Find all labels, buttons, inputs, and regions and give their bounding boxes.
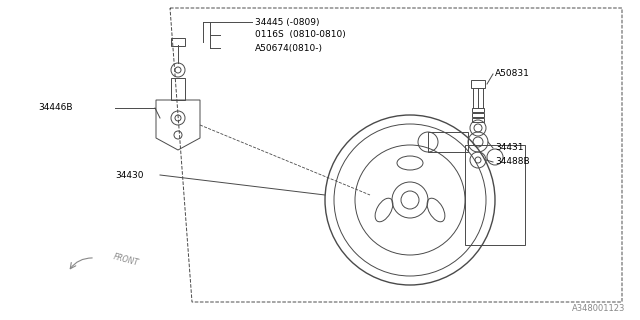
Text: A50831: A50831 [495, 69, 530, 78]
Bar [472, 113, 484, 117]
Bar [472, 108, 484, 112]
Text: 34445 (-0809): 34445 (-0809) [255, 18, 319, 27]
Text: 34430: 34430 [115, 171, 143, 180]
Bar [171, 38, 185, 46]
Bar [472, 118, 484, 122]
Bar [171, 78, 185, 100]
Text: FRONT: FRONT [112, 252, 140, 268]
Text: A348001123: A348001123 [572, 304, 625, 313]
Bar [428, 132, 468, 152]
Text: 34488B: 34488B [495, 157, 530, 166]
Text: 0116S  (0810-0810): 0116S (0810-0810) [255, 30, 346, 39]
Text: 34446B: 34446B [38, 103, 72, 113]
Text: 34431: 34431 [495, 143, 524, 153]
Bar [471, 80, 485, 88]
Text: A50674(0810-): A50674(0810-) [255, 44, 323, 52]
Bar [465, 145, 525, 245]
